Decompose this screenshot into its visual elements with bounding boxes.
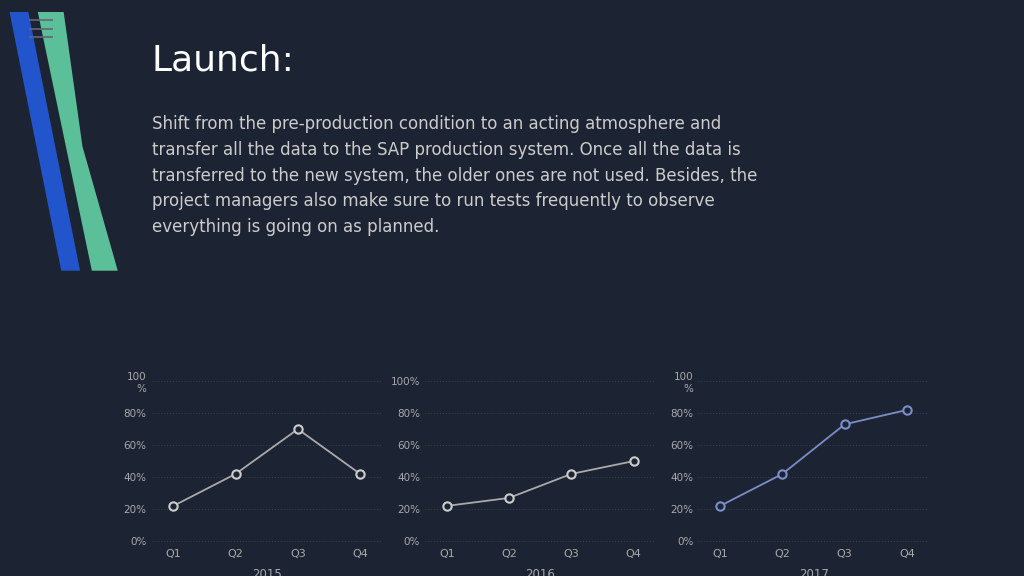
X-axis label: 2015: 2015 (252, 567, 282, 576)
X-axis label: 2017: 2017 (799, 567, 828, 576)
Text: Launch:: Launch: (152, 43, 295, 77)
Polygon shape (9, 12, 80, 271)
X-axis label: 2016: 2016 (525, 567, 555, 576)
Text: Shift from the pre-production condition to an acting atmosphere and
transfer all: Shift from the pre-production condition … (152, 115, 757, 236)
Polygon shape (38, 12, 118, 271)
